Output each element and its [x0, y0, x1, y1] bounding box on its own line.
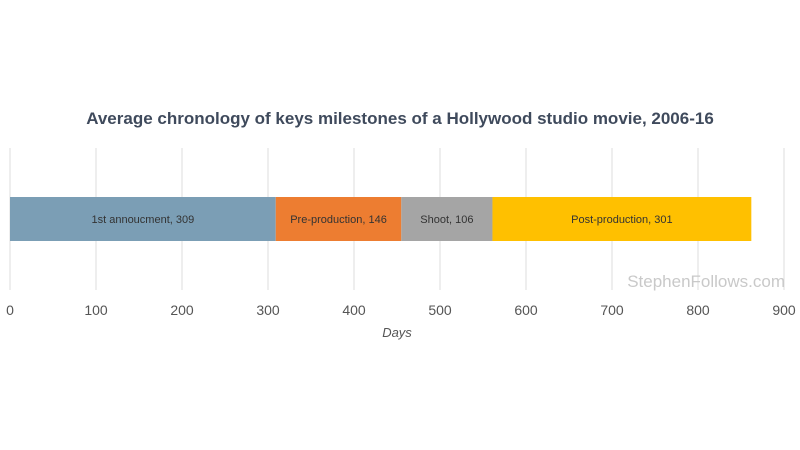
bar-segment-label-3: Post-production, 301 [571, 214, 673, 226]
x-tick-label-600: 600 [514, 302, 538, 318]
x-tick-label-200: 200 [170, 302, 194, 318]
bar-segment-2 [401, 197, 493, 241]
x-tick-label-700: 700 [600, 302, 624, 318]
x-axis-ticks: 0 100 200 300 400 500 600 700 800 900 [6, 302, 796, 318]
x-tick-label-800: 800 [686, 302, 710, 318]
x-tick-label-0: 0 [6, 302, 14, 318]
bar-segment-0 [10, 197, 276, 241]
bar-segment-label-0: 1st annoucment, 309 [91, 214, 194, 226]
watermark-text: StephenFollows.com [627, 272, 785, 291]
x-tick-label-300: 300 [256, 302, 280, 318]
bar-segment-label-2: Shoot, 106 [420, 214, 473, 226]
x-tick-label-100: 100 [84, 302, 108, 318]
x-tick-label-900: 900 [772, 302, 796, 318]
stacked-bar: 1st annoucment, 309 Pre-production, 146 Sh… [10, 197, 752, 241]
x-tick-label-500: 500 [428, 302, 452, 318]
x-tick-label-400: 400 [342, 302, 366, 318]
bar-segment-label-1: Pre-production, 146 [290, 214, 387, 226]
x-axis-label: Days [382, 325, 412, 340]
chart-title: Average chronology of keys milestones of… [86, 109, 714, 128]
bar-segment-1 [275, 197, 402, 241]
bar-segment-3 [492, 197, 752, 241]
